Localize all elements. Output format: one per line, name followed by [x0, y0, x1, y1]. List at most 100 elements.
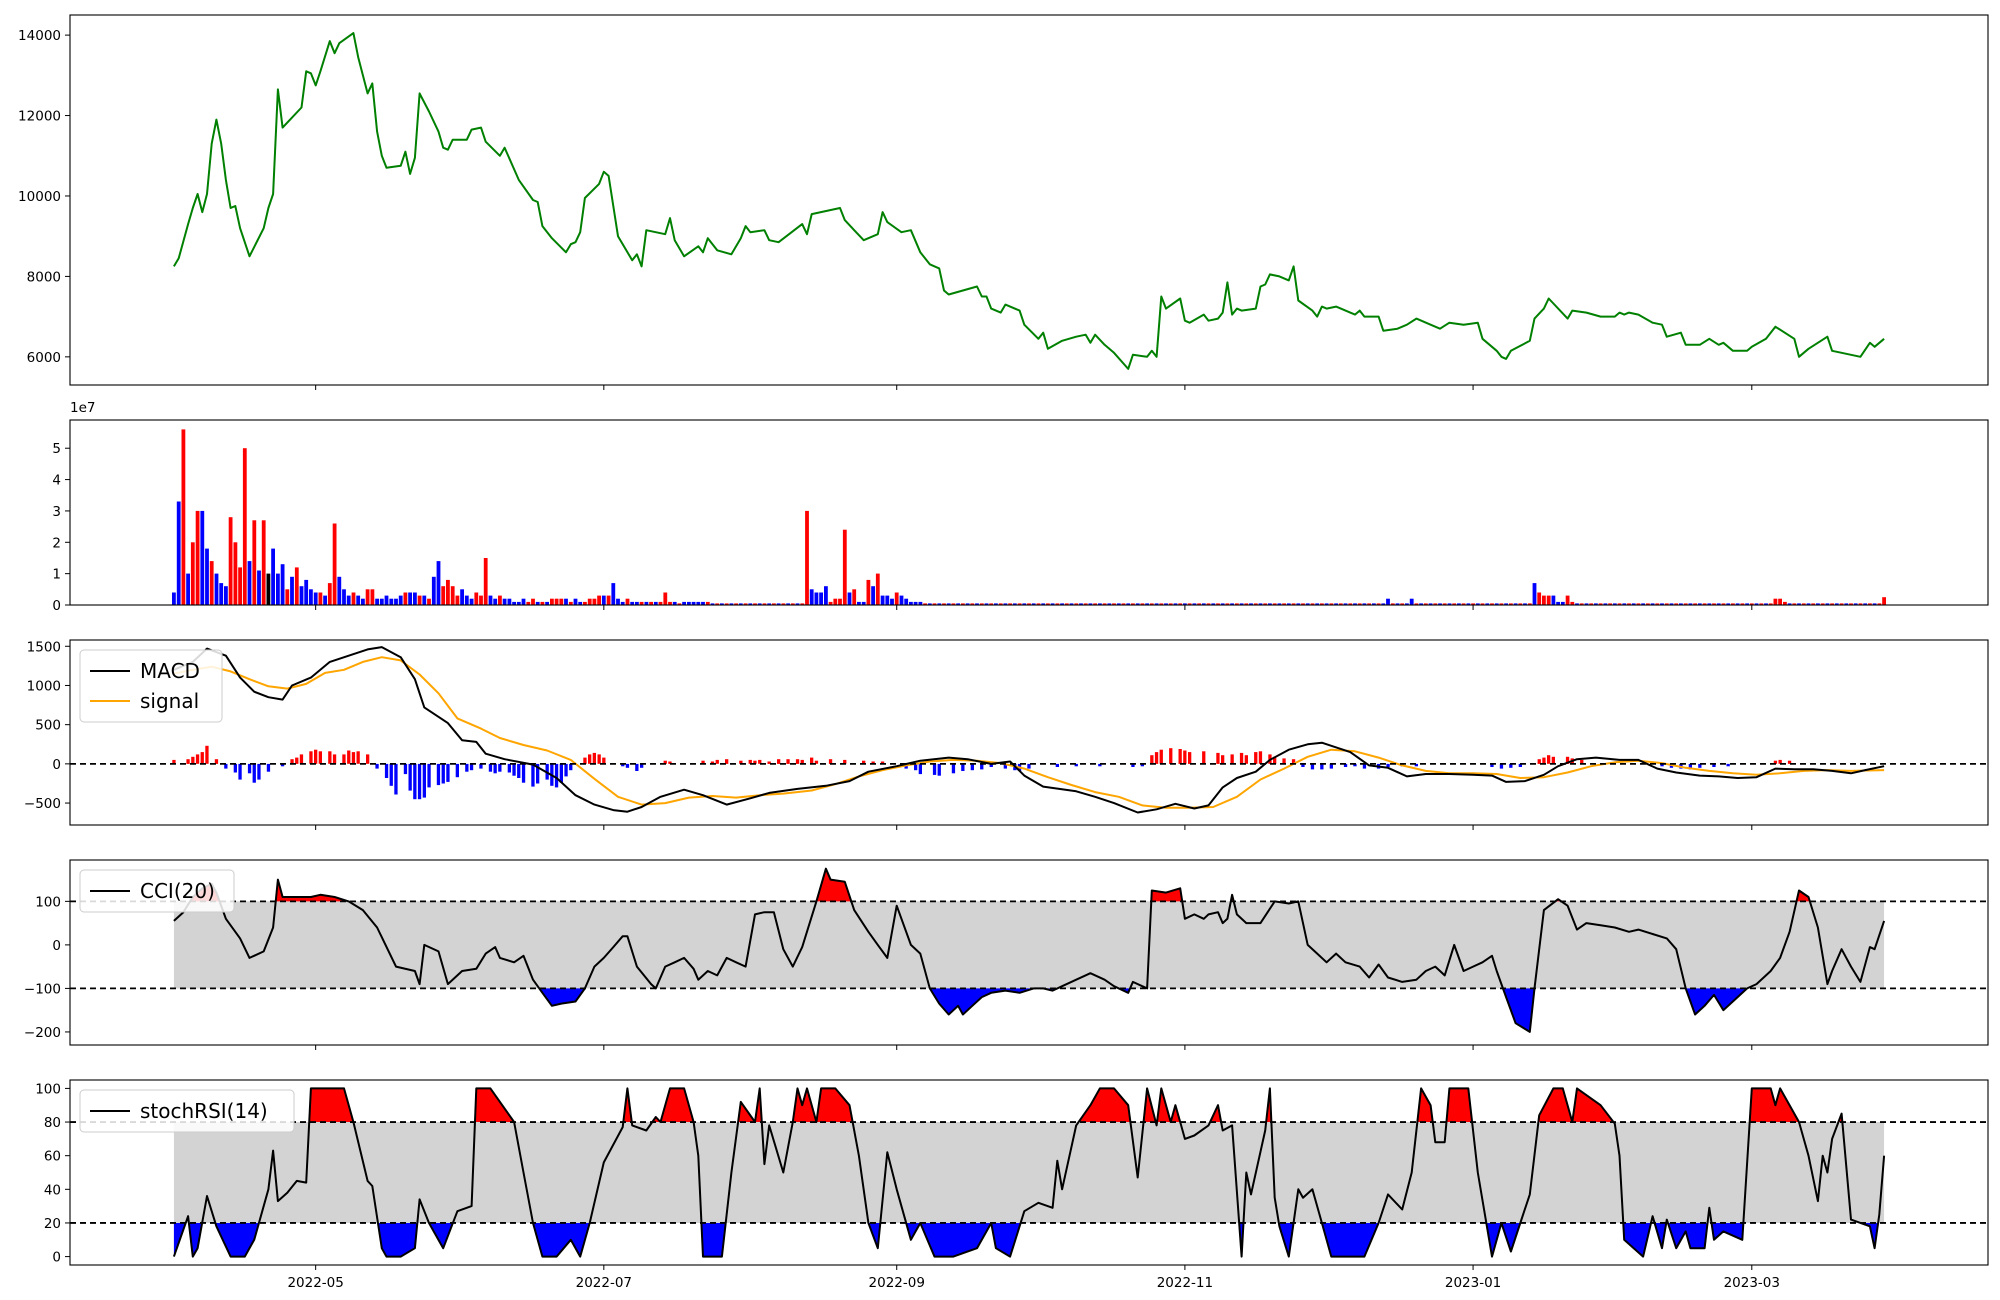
volume-bar: [1575, 603, 1579, 605]
volume-bar: [923, 603, 927, 605]
macd-group: [172, 646, 1885, 814]
stochrsi-oversold-fill: [378, 1223, 418, 1257]
stochrsi-overbought-fill: [1572, 1088, 1613, 1122]
macd-histogram-bar: [1362, 763, 1367, 769]
volume-bar: [493, 598, 498, 605]
macd-histogram-bar: [592, 752, 596, 764]
volume-bar: [738, 603, 743, 605]
volume-bar: [710, 603, 715, 605]
macd-legend-label: signal: [140, 689, 199, 713]
macd-histogram-bar: [1178, 749, 1182, 764]
volume-bar: [1381, 603, 1386, 605]
macd-histogram-bar: [597, 754, 601, 764]
volume-bar: [195, 510, 200, 605]
macd-histogram-bar: [1003, 763, 1007, 769]
macd-y-tick-label: 1000: [27, 678, 61, 694]
macd-histogram-bar: [1551, 756, 1555, 764]
macd-histogram-bar: [1291, 759, 1296, 764]
macd-histogram-bar: [1353, 763, 1357, 767]
volume-bar: [1641, 603, 1645, 605]
stochrsi-overbought-fill: [817, 1088, 853, 1122]
volume-bar: [318, 592, 323, 605]
volume-bar: [1816, 603, 1820, 605]
macd-histogram-bar: [1542, 757, 1546, 764]
volume-bar: [1617, 603, 1622, 605]
volume-bar: [1759, 603, 1764, 605]
macd-histogram-bar: [1310, 763, 1315, 770]
volume-bar: [795, 603, 800, 605]
macd-histogram-bar: [257, 763, 261, 780]
volume-bar: [422, 595, 427, 605]
volume-bar: [1830, 603, 1834, 605]
macd-histogram-bar: [436, 763, 441, 786]
price-series-group: [173, 32, 1885, 370]
macd-histogram-bar: [1216, 752, 1220, 764]
volume-bar: [1631, 603, 1636, 605]
macd-histogram-bar: [427, 763, 431, 788]
volume-bar: [639, 601, 644, 605]
macd-histogram-bar: [1499, 763, 1504, 769]
macd-histogram-bar: [1188, 752, 1192, 764]
volume-bar: [1268, 603, 1272, 605]
volume-bar: [1485, 603, 1490, 605]
volume-bar: [1239, 603, 1244, 605]
volume-bar: [1834, 603, 1839, 605]
volume-bar: [989, 603, 994, 605]
volume-bar: [597, 595, 601, 605]
volume-bar: [224, 586, 228, 605]
volume-bar: [1008, 603, 1012, 605]
volume-bar: [1560, 601, 1565, 605]
volume-bar: [1556, 601, 1560, 605]
macd-histogram-bar: [640, 763, 644, 768]
volume-bar: [1461, 603, 1466, 605]
stochrsi-oversold-fill: [1502, 1223, 1520, 1252]
volume-bar: [1811, 603, 1816, 605]
volume-bar: [871, 586, 875, 605]
volume-bar: [984, 603, 989, 605]
volume-bar: [441, 586, 446, 605]
volume-bar: [668, 601, 672, 605]
volume-bar: [767, 603, 772, 605]
volume-bar: [1230, 603, 1234, 605]
volume-bar: [431, 576, 436, 605]
volume-bar: [578, 601, 583, 605]
volume-bar: [909, 601, 913, 605]
volume-bar: [531, 598, 535, 605]
volume-bar: [1542, 595, 1546, 605]
volume-bar: [1305, 603, 1310, 605]
volume-bar: [1612, 603, 1617, 605]
volume-bar: [1622, 603, 1627, 605]
macd-histogram-bar: [1282, 758, 1286, 764]
volume-bar: [337, 576, 342, 605]
macd-legend-box: [79, 649, 223, 723]
volume-bar: [1277, 603, 1282, 605]
volume-bar: [1296, 603, 1301, 605]
volume-bar: [1825, 603, 1830, 605]
legends: MACD signal CCI(20) stochRSI(14): [79, 649, 295, 1133]
volume-bar: [696, 601, 701, 605]
x-tick-label: 2022-11: [1157, 1275, 1213, 1291]
volume-bar: [1126, 603, 1131, 605]
volume-bar: [1433, 603, 1438, 605]
volume-bar: [535, 601, 540, 605]
volume-bar: [1220, 603, 1225, 605]
price-y-tick-label: 10000: [18, 189, 61, 205]
macd-histogram-bar: [186, 759, 190, 764]
volume-bar: [1749, 603, 1754, 605]
macd-histogram-bar: [625, 763, 630, 768]
signal-line: [173, 656, 1885, 809]
macd-histogram-bar: [347, 750, 351, 764]
volume-bar: [1849, 603, 1853, 605]
volume-bar: [1386, 598, 1390, 605]
volume-bar: [1206, 603, 1211, 605]
volume-bar: [620, 601, 625, 605]
stochrsi-band-fill: [173, 1122, 1885, 1223]
volume-bar: [389, 598, 394, 605]
macd-histogram-bar: [394, 763, 398, 795]
macd-histogram-bar: [332, 754, 337, 764]
x-tick-label: 2022-09: [869, 1275, 925, 1291]
volume-bar: [1423, 603, 1428, 605]
macd-histogram-bar: [1055, 763, 1059, 767]
volume-bar: [875, 573, 880, 605]
cci-y-tick-label: 0: [52, 938, 61, 954]
